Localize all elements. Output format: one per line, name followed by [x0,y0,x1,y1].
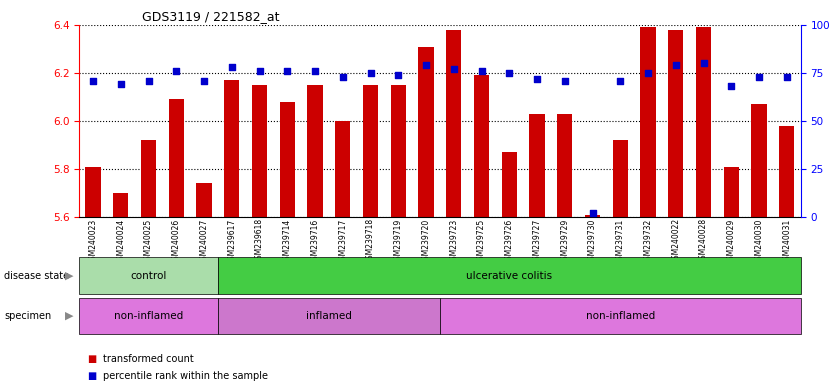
Bar [279,102,295,217]
Bar [224,80,239,217]
Text: specimen: specimen [4,311,52,321]
Text: ▶: ▶ [65,270,73,281]
Point [447,66,460,72]
Bar [335,121,350,217]
Bar [668,30,683,217]
Point [281,68,294,74]
Bar [474,75,490,217]
Text: ■: ■ [88,371,97,381]
Point [725,83,738,89]
Bar [197,184,212,217]
Point [392,72,405,78]
Point [530,76,544,82]
Text: ■: ■ [88,354,97,364]
Bar [557,114,572,217]
Bar [585,215,600,217]
Bar [419,46,434,217]
Bar [141,140,156,217]
Bar [113,193,128,217]
Point [475,68,488,74]
Text: ulcerative colitis: ulcerative colitis [466,270,552,281]
Text: inflamed: inflamed [306,311,352,321]
Point [503,70,516,76]
Bar [530,114,545,217]
Bar [724,167,739,217]
Point [420,62,433,68]
Point [614,78,627,84]
Bar [252,85,267,217]
Text: non-inflamed: non-inflamed [114,311,183,321]
Text: ▶: ▶ [65,311,73,321]
Point [114,81,128,88]
Point [253,68,266,74]
Bar [502,152,517,217]
Point [364,70,377,76]
Point [752,74,766,80]
Point [336,74,349,80]
Point [169,68,183,74]
Text: GDS3119 / 221582_at: GDS3119 / 221582_at [142,10,279,23]
Text: non-inflamed: non-inflamed [585,311,655,321]
Bar [363,85,378,217]
Bar [696,27,711,217]
Text: transformed count: transformed count [103,354,193,364]
Point [669,62,682,68]
Bar [779,126,795,217]
Bar [613,140,628,217]
Point [780,74,793,80]
Bar [308,85,323,217]
Point [641,70,655,76]
Text: percentile rank within the sample: percentile rank within the sample [103,371,268,381]
Point [87,78,100,84]
Bar [390,85,406,217]
Bar [168,99,184,217]
Point [697,60,711,66]
Bar [641,27,656,217]
Point [225,64,239,70]
Bar [85,167,101,217]
Point [585,210,599,216]
Bar [751,104,766,217]
Point [558,78,571,84]
Bar [446,30,461,217]
Text: control: control [130,270,167,281]
Point [309,68,322,74]
Point [198,78,211,84]
Text: disease state: disease state [4,270,69,281]
Point [142,78,155,84]
